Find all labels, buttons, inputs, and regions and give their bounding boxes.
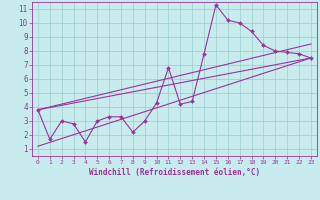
X-axis label: Windchill (Refroidissement éolien,°C): Windchill (Refroidissement éolien,°C) (89, 168, 260, 177)
